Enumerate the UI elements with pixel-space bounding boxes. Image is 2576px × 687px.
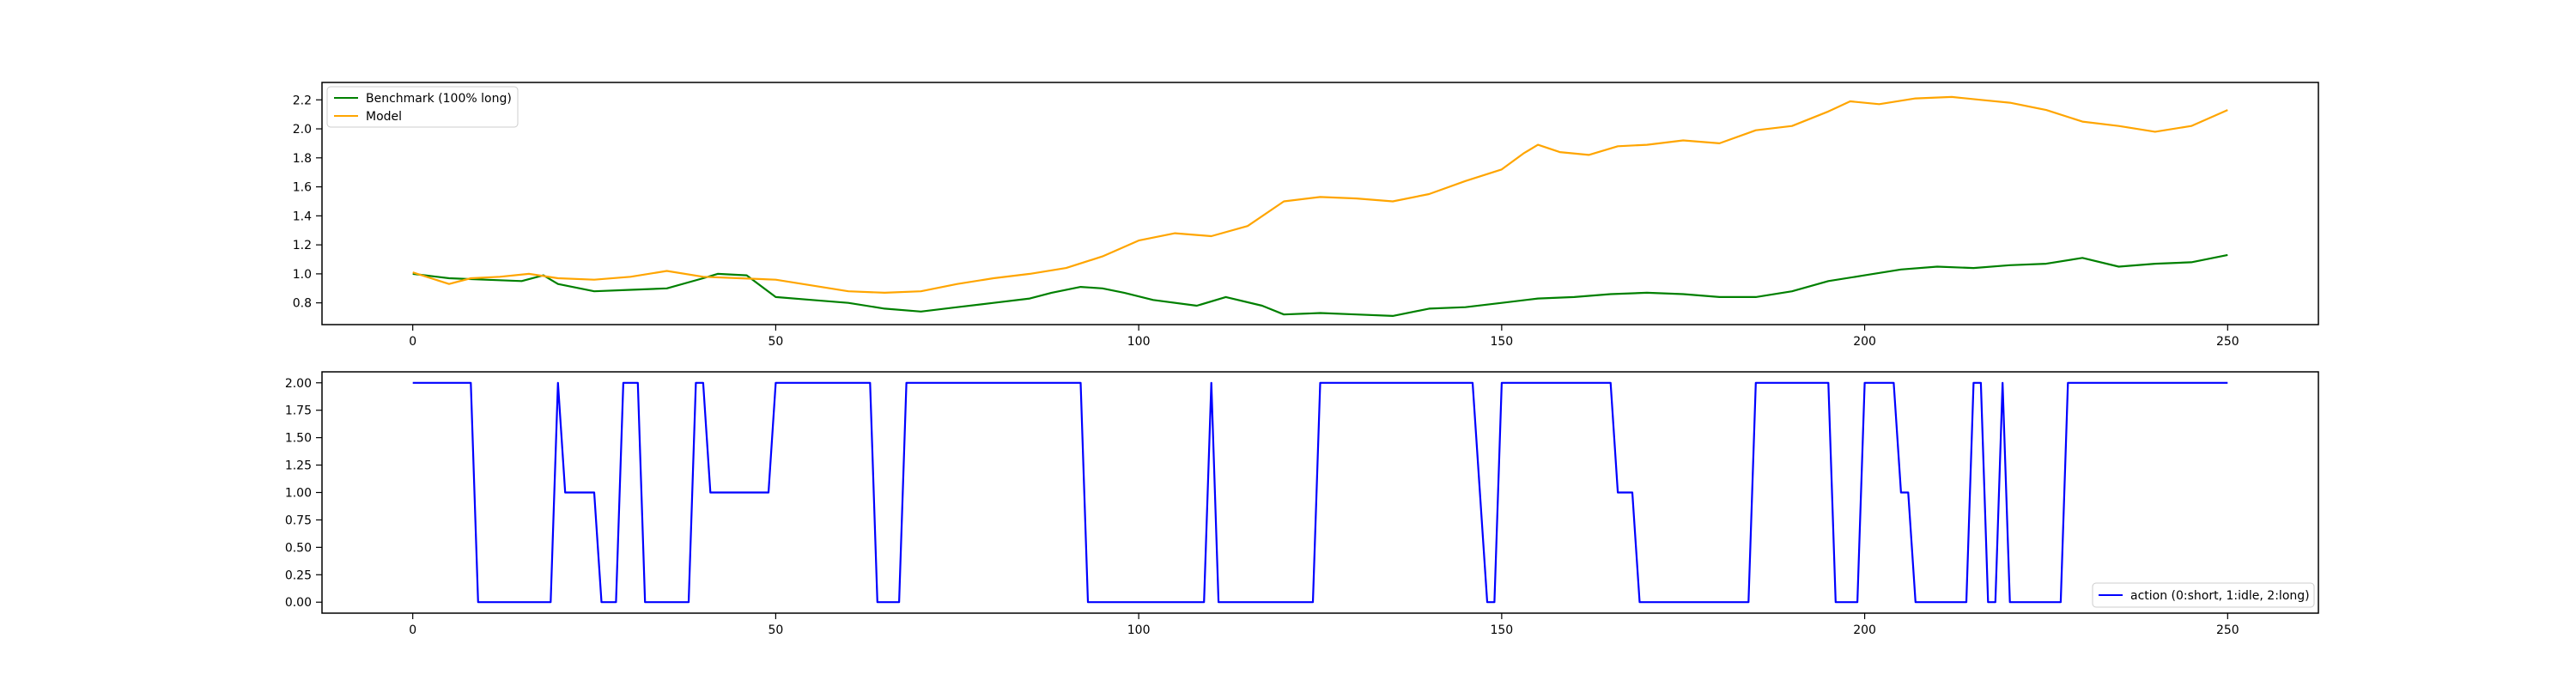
y-tick-label: 2.2 [293,94,312,107]
y-tick-label: 1.75 [285,404,312,418]
series-line-0 [412,381,2228,604]
y-tick-label: 0.8 [293,297,312,311]
action-chart-x-axis: 0 50 100 150 200 250 [409,613,2239,637]
price-chart-y-axis: 0.8 1.0 1.2 1.4 1.6 1.8 2.0 2.2 [293,94,322,311]
x-tick-label: 50 [768,623,783,637]
x-tick-label: 150 [1490,335,1513,349]
series-line-0 [412,253,2228,317]
legend-box [2092,582,2315,608]
y-tick-label: 1.2 [293,239,312,252]
x-tick-label: 200 [1853,623,1876,637]
price-chart-series [412,95,2228,317]
action-chart-series [412,381,2228,604]
x-tick-label: 0 [409,623,416,637]
y-tick-label: 1.4 [293,210,312,223]
series-line-1 [412,95,2228,294]
y-tick-label: 0.25 [285,568,312,582]
y-tick-label: 0.75 [285,514,312,527]
y-tick-label: 1.00 [285,487,312,501]
x-tick-label: 150 [1490,623,1513,637]
y-tick-label: 2.0 [293,123,312,137]
x-tick-label: 50 [768,335,783,349]
y-tick-label: 2.00 [285,377,312,391]
y-tick-label: 0.50 [285,541,312,555]
y-tick-label: 1.0 [293,268,312,282]
action-chart-legend: action (0:short, 1:idle, 2:long) [2092,582,2315,608]
x-tick-label: 0 [409,335,416,349]
legend-label-model: Model [366,110,402,124]
action-chart-y-axis: 0.00 0.25 0.50 0.75 1.00 1.25 1.50 1.75 2.00 [285,377,322,610]
y-tick-label: 1.25 [285,459,312,473]
legend-box [326,86,519,128]
x-tick-label: 250 [2216,335,2239,349]
y-tick-label: 0.00 [285,596,312,610]
price-chart-legend: Benchmark (100% long) Model [326,86,519,128]
price-chart-frame [321,82,2319,325]
price-chart-x-axis: 0 50 100 150 200 250 [409,325,2239,349]
y-tick-label: 1.50 [285,432,312,446]
legend-label-action: action (0:short, 1:idle, 2:long) [2130,589,2310,603]
x-tick-label: 200 [1853,335,1876,349]
legend-label-benchmark: Benchmark (100% long) [366,92,512,106]
price-chart: 0.8 1.0 1.2 1.4 1.6 1.8 2.0 2.2 0 50 100 150 200 250… [293,82,2319,349]
x-tick-label: 100 [1127,623,1151,637]
x-tick-label: 250 [2216,623,2239,637]
x-tick-label: 100 [1127,335,1151,349]
action-chart: 0.00 0.25 0.50 0.75 1.00 1.25 1.50 1.75 2.00 0 50… [285,371,2319,637]
y-tick-label: 1.6 [293,181,312,195]
y-tick-label: 1.8 [293,152,312,166]
